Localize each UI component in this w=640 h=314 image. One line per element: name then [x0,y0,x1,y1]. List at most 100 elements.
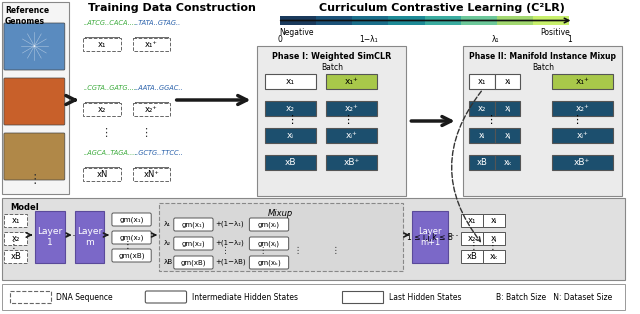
Text: ⋮: ⋮ [123,240,132,250]
Text: Training Data Construction: Training Data Construction [88,3,256,13]
Text: Phase I: Weighted SimCLR: Phase I: Weighted SimCLR [272,52,392,61]
Text: Phase II: Manifold Instance Mixup: Phase II: Manifold Instance Mixup [470,52,616,61]
FancyBboxPatch shape [250,218,289,231]
Bar [132,168,170,181]
Bar [461,232,483,245]
Bar [495,155,520,170]
Bar [326,155,377,170]
Bar [2,198,625,280]
Text: ⋮: ⋮ [488,241,498,251]
Bar [483,232,505,245]
Text: x₂⁺: x₂⁺ [145,105,157,114]
Bar [132,103,170,116]
Text: xᵢ: xᵢ [491,216,497,225]
Text: ⋮: ⋮ [571,115,582,125]
Bar [132,38,170,51]
FancyBboxPatch shape [112,213,151,226]
Bar [265,101,316,116]
Text: ⋮: ⋮ [100,128,111,138]
Text: λB: λB [164,259,173,265]
Text: ..AATA..GGAC..: ..AATA..GGAC.. [134,85,183,91]
Bar [552,128,612,143]
Text: xB: xB [10,252,21,261]
Bar [265,74,316,89]
Text: gm(x₁): gm(x₁) [182,221,205,228]
Text: +(1−λ₂): +(1−λ₂) [215,240,244,246]
Text: gm(xₖ): gm(xₖ) [257,259,281,266]
Bar [412,211,448,263]
Text: x₂: x₂ [286,104,295,113]
Bar [495,128,520,143]
Text: xN⁺: xN⁺ [143,170,159,179]
Text: x₁⁺: x₁⁺ [344,77,358,86]
Bar [326,101,377,116]
Text: x₂: x₂ [98,105,106,114]
Text: x₁: x₁ [286,77,295,86]
Bar [552,101,612,116]
Bar [83,168,121,181]
Text: Reference
Genomes: Reference Genomes [5,6,49,26]
Bar [469,128,495,143]
Text: x₂: x₂ [12,234,20,243]
Text: 1−λ₁: 1−λ₁ [359,35,378,44]
Text: ⋮: ⋮ [286,115,297,125]
Text: B: Batch Size   N: Dataset Size: B: Batch Size N: Dataset Size [496,293,612,301]
Bar [533,16,570,25]
Text: xⱼ: xⱼ [491,234,497,243]
Text: xᵢ⁺: xᵢ⁺ [577,131,588,140]
Text: ···: ··· [447,230,460,243]
Bar [463,46,623,196]
Bar [83,103,121,116]
Text: Layer
1: Layer 1 [38,227,63,247]
Bar [4,232,28,245]
FancyBboxPatch shape [174,256,213,269]
Text: ···: ··· [65,230,77,243]
FancyBboxPatch shape [112,231,151,244]
Bar [469,74,495,89]
Text: xᵢ: xᵢ [504,77,511,86]
Text: ⋮: ⋮ [468,241,478,251]
Text: xB⁺: xB⁺ [344,158,360,167]
Text: x₁: x₁ [98,40,106,49]
Text: +(1−λB): +(1−λB) [215,259,246,265]
Text: 0: 0 [277,35,282,44]
Text: xᵢ⁺: xᵢ⁺ [346,131,357,140]
Text: x₂⁺: x₂⁺ [575,104,589,113]
Text: xᵢ: xᵢ [287,131,294,140]
Bar [326,74,377,89]
Bar [497,16,533,25]
FancyBboxPatch shape [4,78,65,125]
Text: +(1−λ₁): +(1−λ₁) [215,221,244,227]
Bar [352,16,388,25]
Text: Batch: Batch [532,63,554,72]
Bar [316,16,352,25]
Text: Curriculum Contrastive Learning (C²LR): Curriculum Contrastive Learning (C²LR) [319,3,564,13]
Text: ..CGTA..GATG....: ..CGTA..GATG.... [83,85,136,91]
Text: Last Hidden States: Last Hidden States [389,293,461,301]
Text: gm(xB): gm(xB) [118,252,145,259]
Text: x₁: x₁ [478,77,486,86]
Bar [469,155,495,170]
Bar [265,155,316,170]
FancyBboxPatch shape [4,23,65,70]
Text: xB⁺: xB⁺ [574,158,590,167]
Text: xᵢ: xᵢ [479,131,485,140]
Text: gm(xᵢ): gm(xᵢ) [258,221,280,228]
Bar [83,38,121,51]
Bar [469,101,495,116]
Bar [2,2,68,194]
Text: xB: xB [285,158,296,167]
Text: x₂⁺: x₂⁺ [344,104,358,113]
Text: ⋮: ⋮ [140,128,151,138]
Text: gm(xB): gm(xB) [180,259,206,266]
Bar [2,284,625,310]
Text: gm(xⱼ): gm(xⱼ) [258,240,280,247]
Text: xB: xB [477,158,488,167]
Text: λ₁: λ₁ [164,221,171,227]
Text: xⱼ: xⱼ [504,104,511,113]
Bar [483,214,505,227]
Text: ⋮: ⋮ [342,115,353,125]
Text: xB: xB [467,252,477,261]
Text: 1: 1 [567,35,572,44]
Text: Mixup: Mixup [268,209,293,218]
